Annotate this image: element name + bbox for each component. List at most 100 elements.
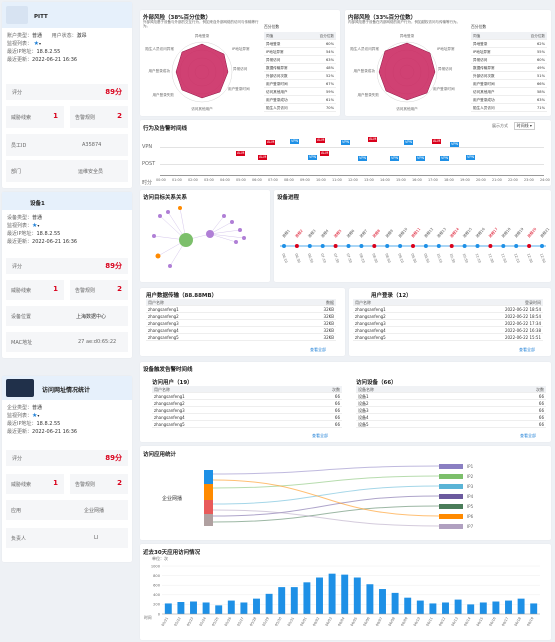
bar[interactable] [404, 597, 412, 614]
table-row[interactable]: zhangsanfeng4 66 [152, 414, 342, 421]
bar[interactable] [240, 602, 248, 614]
event-tag[interactable]: VPN [358, 156, 368, 161]
graph-node[interactable] [234, 240, 238, 244]
bar[interactable] [379, 589, 386, 614]
bar[interactable] [164, 603, 172, 614]
table-row[interactable]: zhangsanfeng1 32KB [146, 306, 336, 313]
process-node[interactable] [320, 244, 325, 248]
process-node[interactable] [449, 244, 454, 248]
process-node[interactable] [514, 244, 519, 248]
table-row[interactable]: zhangsanfeng3 32KB [146, 320, 336, 327]
process-node[interactable] [527, 244, 532, 248]
event-tag[interactable]: VPN [290, 139, 300, 144]
process-node[interactable] [423, 244, 428, 248]
process-node[interactable] [488, 244, 493, 248]
bar[interactable] [253, 598, 260, 614]
target-node[interactable] [439, 493, 463, 499]
event-tag[interactable]: VPN [466, 155, 476, 160]
graph-node[interactable] [158, 214, 162, 218]
process-node[interactable] [436, 244, 441, 248]
process-node[interactable] [294, 244, 299, 248]
table-row[interactable]: zhangsanfeng1 66 [152, 393, 342, 400]
bar[interactable] [391, 592, 399, 614]
bar[interactable] [467, 604, 475, 614]
chevron-down-icon[interactable]: ▾ [39, 41, 42, 46]
bar[interactable] [190, 601, 197, 614]
event-tag[interactable]: VPN [308, 155, 318, 160]
event-tag[interactable]: VPN [450, 142, 460, 147]
bar[interactable] [215, 605, 223, 614]
event-tag[interactable]: ALM [266, 140, 276, 145]
bar[interactable] [442, 602, 449, 614]
graph-node[interactable] [206, 230, 214, 238]
graph-node[interactable] [179, 233, 193, 247]
star-icon[interactable]: ★ [33, 40, 39, 47]
mode-select[interactable]: 时间线 ▾ [513, 122, 535, 130]
process-node[interactable] [540, 244, 544, 248]
table-row[interactable]: zhangsanfeng1 2022-06-22 18:54 [353, 306, 543, 313]
view-all-link[interactable]: 查看全部 [520, 433, 536, 438]
process-node[interactable] [385, 244, 390, 248]
source-node[interactable] [204, 470, 213, 526]
process-node[interactable] [346, 244, 351, 248]
table-row[interactable]: zhangsanfeng5 66 [152, 421, 342, 428]
view-all-link[interactable]: 查看全部 [312, 433, 328, 438]
process-node[interactable] [411, 244, 415, 248]
bar[interactable] [328, 573, 336, 614]
event-tag[interactable]: VPN [440, 156, 450, 161]
star-icon[interactable]: ★ [32, 412, 38, 419]
table-row[interactable]: zhangsanfeng2 66 [152, 400, 342, 407]
bar[interactable] [530, 603, 538, 614]
graph-node[interactable] [238, 228, 242, 232]
table-row[interactable]: 设备1 66 [356, 393, 546, 400]
graph-node[interactable] [166, 210, 170, 214]
bar[interactable] [479, 602, 487, 614]
bar[interactable] [202, 602, 210, 614]
table-row[interactable]: 设备3 66 [356, 407, 546, 414]
graph-node[interactable] [178, 206, 182, 210]
bar[interactable] [366, 584, 374, 614]
star-icon[interactable]: ★ [32, 222, 38, 229]
event-tag[interactable]: ALM [316, 138, 326, 143]
table-row[interactable]: zhangsanfeng5 32KB [146, 334, 336, 341]
table-row[interactable]: zhangsanfeng4 32KB [146, 327, 336, 334]
event-tag[interactable]: ALM [320, 151, 330, 156]
table-row[interactable]: 设备5 66 [356, 421, 546, 428]
target-node[interactable] [439, 473, 463, 479]
bar[interactable] [290, 587, 298, 614]
bar[interactable] [416, 600, 424, 614]
event-tag[interactable]: ALM [368, 137, 378, 142]
process-node[interactable] [462, 244, 467, 248]
bar[interactable] [316, 577, 323, 614]
bar[interactable] [265, 593, 273, 614]
table-row[interactable]: zhangsanfeng2 32KB [146, 313, 336, 320]
process-node[interactable] [372, 244, 377, 248]
target-node[interactable] [439, 503, 463, 509]
view-all-link[interactable]: 查看全部 [519, 347, 535, 352]
view-all-link[interactable]: 查看全部 [310, 347, 326, 352]
bar[interactable] [303, 582, 311, 614]
process-node[interactable] [359, 244, 364, 248]
process-node[interactable] [398, 244, 403, 248]
graph-node[interactable] [242, 236, 246, 240]
graph-node[interactable] [230, 220, 234, 224]
table-row[interactable]: zhangsanfeng3 66 [152, 407, 342, 414]
process-node[interactable] [282, 244, 286, 248]
table-row[interactable]: zhangsanfeng2 2022-06-22 18:54 [353, 313, 543, 320]
bar[interactable] [341, 574, 349, 614]
target-node[interactable] [439, 523, 463, 529]
event-tag[interactable]: VPN [341, 140, 351, 145]
bar[interactable] [454, 599, 462, 614]
process-node[interactable] [475, 244, 480, 248]
bar[interactable] [429, 603, 437, 614]
table-row[interactable]: zhangsanfeng3 2022-06-22 17:34 [353, 320, 543, 327]
target-node[interactable] [439, 483, 463, 489]
graph-node[interactable] [155, 253, 161, 259]
graph-node[interactable] [168, 264, 172, 268]
table-row[interactable]: 设备4 66 [356, 414, 546, 421]
bar[interactable] [505, 600, 512, 614]
bar[interactable] [278, 587, 286, 614]
bar[interactable] [492, 601, 500, 614]
graph-node[interactable] [152, 234, 156, 238]
target-node[interactable] [439, 513, 463, 519]
